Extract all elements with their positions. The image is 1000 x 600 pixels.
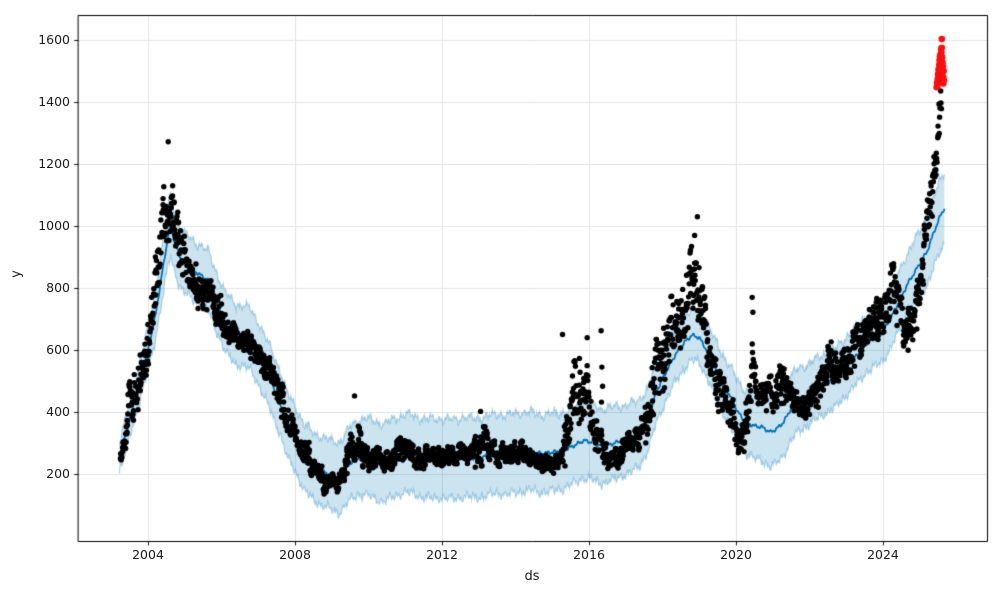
x-tick-label: 2008	[279, 547, 311, 562]
y-tick-label: 400	[46, 404, 70, 420]
x-tick-label: 2004	[132, 547, 164, 562]
x-tick-label: 2012	[426, 547, 458, 562]
x-tick-label: 2016	[573, 547, 605, 562]
x-tick-label: 2020	[720, 547, 752, 562]
y-tick-label: 1600	[38, 32, 70, 48]
y-axis-label: y	[9, 270, 24, 278]
x-tick-label: 2024	[867, 547, 899, 562]
y-tick-label: 200	[46, 466, 70, 482]
y-tick-label: 1000	[38, 218, 70, 234]
y-tick-label: 1400	[38, 94, 70, 110]
x-axis-label: ds	[524, 569, 540, 584]
y-tick-label: 600	[46, 342, 70, 358]
y-tick-label: 1200	[38, 156, 70, 172]
y-tick-label: 800	[46, 280, 70, 296]
